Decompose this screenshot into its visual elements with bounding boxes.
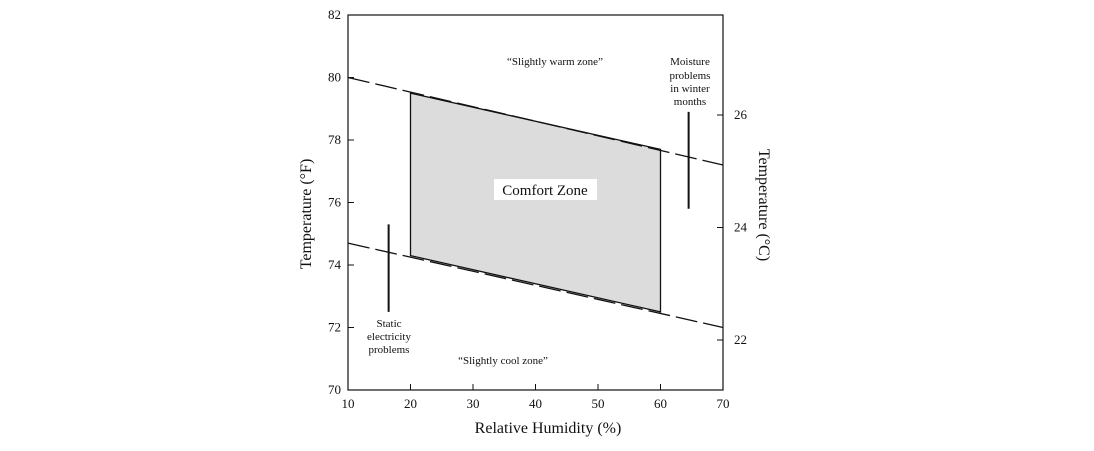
static-annotation-line-3: problems	[369, 344, 410, 356]
x-tick-label-50: 50	[592, 396, 605, 411]
comfort-zone-label-bg	[494, 179, 597, 200]
comfort-zone-area	[409, 92, 662, 313]
warm-zone-annotation: “Slightly warm zone”	[507, 56, 603, 68]
x-tick-label-70: 70	[717, 396, 730, 411]
y-tick-label-76: 76	[328, 195, 342, 210]
comfort-zone-label: Comfort Zone	[502, 183, 588, 199]
static-annotation-line-2: electricity	[367, 331, 411, 343]
upper-boundary-line	[347, 76, 724, 166]
y2-tick-label-24: 24	[734, 220, 748, 235]
moisture-annotation-line-1: Moisture	[670, 56, 710, 68]
y2-tick-label-22: 22	[734, 332, 747, 347]
moisture-annotation-line-3: in winter	[670, 83, 710, 95]
y-tick-label-78: 78	[328, 132, 341, 147]
x-tick-label-40: 40	[529, 396, 542, 411]
x-tick-label-10: 10	[342, 396, 355, 411]
x-tick-label-60: 60	[654, 396, 667, 411]
moisture-annotation-line-2: problems	[670, 70, 711, 82]
x-tick-label-30: 30	[467, 396, 480, 411]
cool-zone-annotation: “Slightly cool zone”	[458, 355, 548, 367]
y-tick-label-80: 80	[328, 70, 341, 85]
static-annotation-line-1: Static	[376, 318, 401, 330]
y-tick-label-74: 74	[328, 257, 342, 272]
y-axis-title: Temperature (°F)	[298, 159, 315, 270]
y2-tick-label-26: 26	[734, 107, 748, 122]
y2-axis-title: Temperature (°C)	[755, 149, 772, 261]
moisture-annotation-line-4: months	[674, 96, 706, 108]
lower-boundary-line	[347, 242, 724, 329]
y-tick-label-70: 70	[328, 382, 341, 397]
x-tick-label-20: 20	[404, 396, 417, 411]
y-tick-label-72: 72	[328, 320, 341, 335]
x-axis-title: Relative Humidity (%)	[475, 420, 622, 437]
y-tick-label-82: 82	[328, 7, 341, 22]
